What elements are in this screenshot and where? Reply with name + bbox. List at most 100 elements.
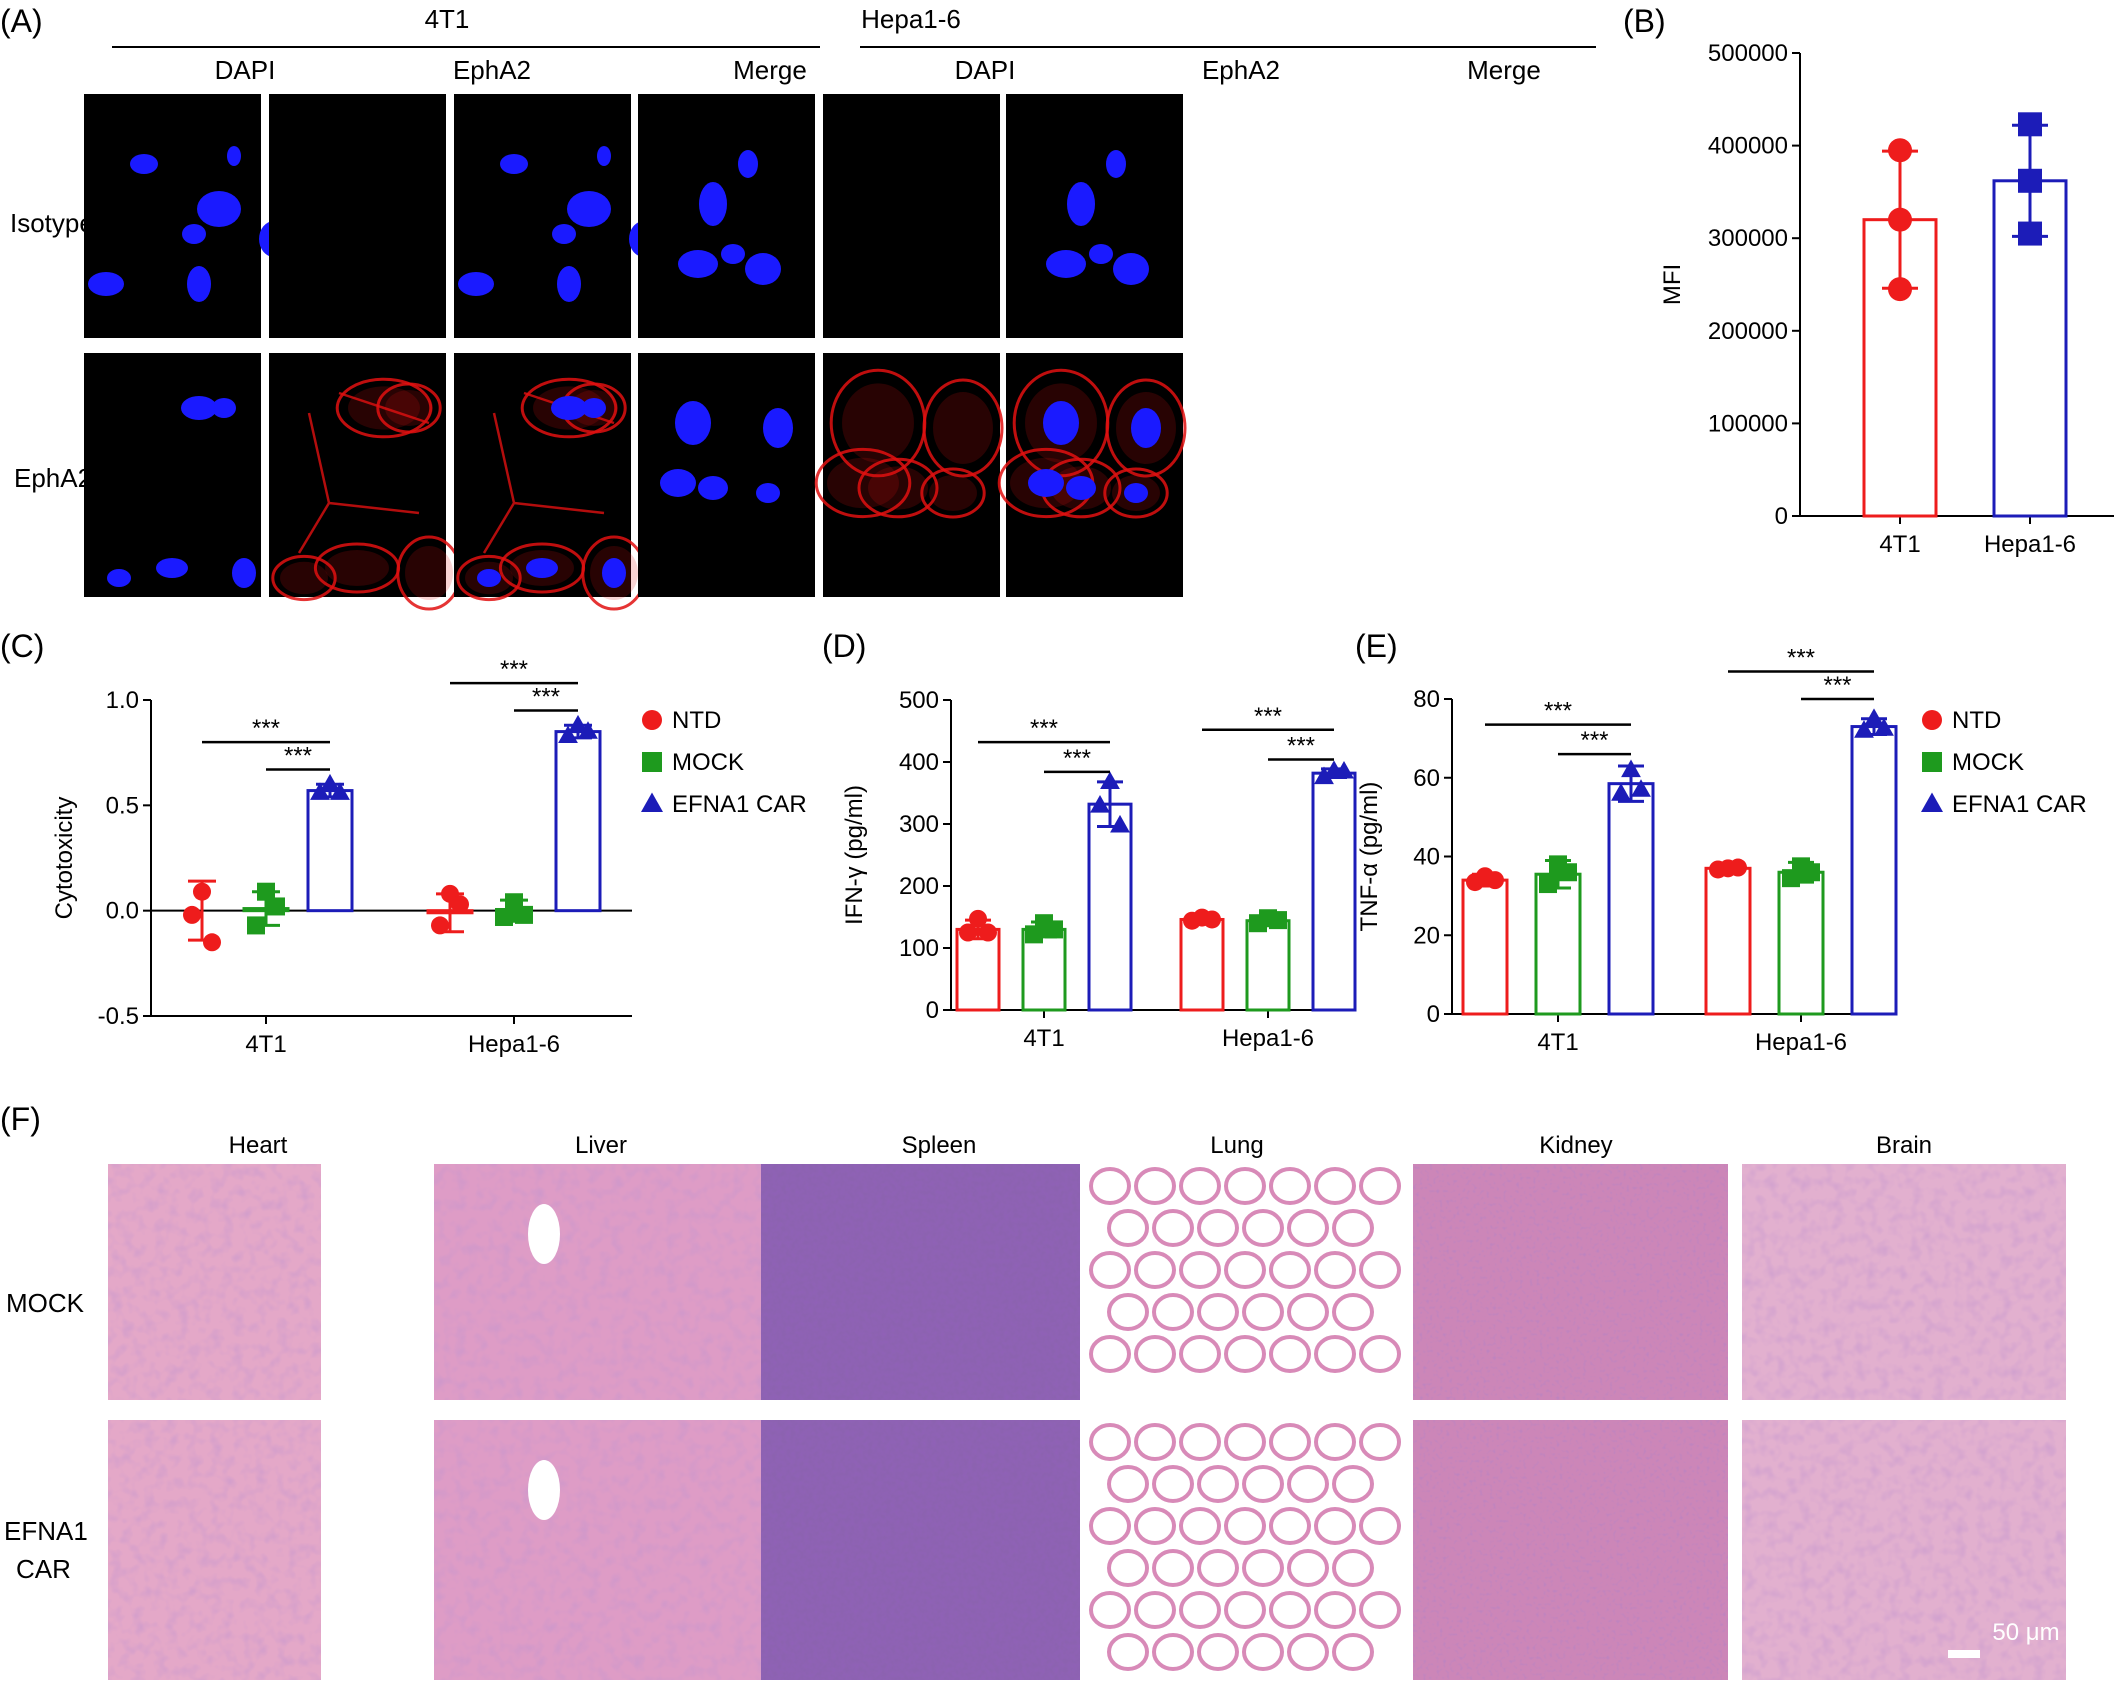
y-tick-label: 1.0: [106, 687, 139, 714]
nucleus: [500, 154, 528, 174]
bar: [1461, 878, 1509, 1016]
histology-texture: [1742, 1420, 2066, 1680]
y-tick-label: 40: [1413, 844, 1440, 871]
histology-texture: [434, 1420, 761, 1680]
histology-tile: [1413, 1420, 1728, 1680]
data-point: [1854, 720, 1874, 738]
alveolar-septum: [1224, 1335, 1266, 1373]
micrograph-tile: [269, 94, 446, 338]
panel-f-row-efna1-line1: EFNA1: [4, 1516, 88, 1546]
chart-b-mfi: 0 100000 200000 300000 400000 500000 MFI 4T1 Hep…: [1659, 40, 2114, 558]
nucleus: [1028, 469, 1064, 497]
significance-label: ***: [1580, 727, 1608, 754]
alveolar-septum: [1152, 1465, 1194, 1503]
alveolar-septum: [1242, 1549, 1284, 1587]
significance-label: ***: [1254, 703, 1282, 730]
histology-texture: [761, 1420, 1080, 1680]
panel-label-a: (A): [0, 3, 43, 39]
nucleus: [552, 224, 576, 244]
alveolar-septum: [1287, 1465, 1329, 1503]
micrograph-tile: [84, 353, 261, 597]
bar: [955, 927, 1001, 1012]
panel-a-col-dapi-1: DAPI: [215, 55, 276, 85]
alveolar-septum: [1314, 1251, 1356, 1289]
panel-f-col-liver: Liver: [575, 1132, 627, 1159]
histology-grid: [108, 1164, 2066, 1680]
y-tick-label: 20: [1413, 922, 1440, 949]
membrane-fill: [868, 466, 928, 510]
data-point: [1888, 207, 1912, 232]
data-point: [193, 882, 211, 901]
alveolar-septum: [1089, 1167, 1131, 1205]
y-tick-label: 60: [1413, 765, 1440, 792]
data-point: [1631, 779, 1651, 797]
alveolar-septum: [1287, 1633, 1329, 1671]
legend-label: MOCK: [1952, 749, 2024, 776]
membrane-fill: [827, 457, 899, 509]
data-point: [515, 905, 533, 924]
alveolar-septum: [1107, 1549, 1149, 1587]
alveolar-septum: [1314, 1507, 1356, 1545]
significance-label: ***: [1544, 698, 1572, 725]
histology-tile: [1088, 1420, 1404, 1680]
alveolar-septum: [1269, 1167, 1311, 1205]
alveolar-septum: [1314, 1423, 1356, 1461]
data-point: [267, 897, 285, 916]
histology-tile: [108, 1164, 321, 1400]
histology-texture: [761, 1164, 1080, 1400]
alveolar-septum: [1152, 1293, 1194, 1331]
data-point: [1249, 914, 1267, 933]
legend-label: NTD: [1952, 707, 2001, 734]
data-point: [2018, 112, 2042, 137]
nucleus: [699, 182, 727, 226]
alveolar-septum: [1224, 1167, 1266, 1205]
alveolar-septum: [1134, 1507, 1176, 1545]
alveolar-septum: [1179, 1251, 1221, 1289]
panel-f-col-lung: Lung: [1210, 1132, 1263, 1159]
y-tick-label: 80: [1413, 686, 1440, 713]
histology-texture: [1413, 1164, 1728, 1400]
x-tick-label: 4T1: [1879, 531, 1920, 558]
histology-tile: [761, 1164, 1080, 1400]
data-point: [558, 725, 578, 744]
y-tick-label: 0.0: [106, 898, 139, 925]
nucleus: [738, 150, 758, 178]
alveolar-septum: [1107, 1293, 1149, 1331]
central-vein: [528, 1460, 560, 1520]
nucleus: [698, 476, 728, 500]
nucleus: [678, 250, 718, 278]
nucleus: [675, 401, 711, 445]
panel-a-col-merge-1: Merge: [733, 55, 807, 85]
data-point: [2018, 221, 2042, 246]
alveolar-septum: [1224, 1251, 1266, 1289]
membrane-fill: [933, 392, 993, 464]
data-point: [1045, 920, 1063, 939]
bar: [1311, 771, 1357, 1012]
data-point: [1611, 783, 1631, 801]
significance-label: ***: [1063, 745, 1091, 772]
data-point: [1486, 871, 1504, 890]
alveolar-septum: [1089, 1251, 1131, 1289]
histology-tile: [1742, 1164, 2066, 1400]
x-tick-label: Hepa1-6: [1984, 531, 2076, 558]
histology-texture: [434, 1164, 761, 1400]
data-point: [1888, 138, 1912, 163]
histology-tile: [1413, 1164, 1728, 1400]
data-point: [1334, 760, 1354, 779]
significance-label: ***: [1287, 733, 1315, 760]
y-axis-label: Cytotoxicity: [51, 797, 78, 920]
alveolar-septum: [1224, 1507, 1266, 1545]
significance-label: ***: [252, 715, 280, 742]
y-axis-label: TNF-α (pg/ml): [1356, 782, 1383, 932]
alveolar-septum: [1269, 1423, 1311, 1461]
alveolar-septum: [1287, 1209, 1329, 1247]
membrane-stain: [456, 554, 522, 602]
data-point: [1203, 910, 1221, 929]
alveolar-septum: [1359, 1251, 1401, 1289]
data-point: [247, 916, 265, 935]
panel-a-col-merge-2: Merge: [1467, 55, 1541, 85]
alveolar-septum: [1224, 1423, 1266, 1461]
nucleus: [756, 483, 780, 503]
bar: [1087, 802, 1133, 1012]
data-point: [1025, 925, 1043, 944]
